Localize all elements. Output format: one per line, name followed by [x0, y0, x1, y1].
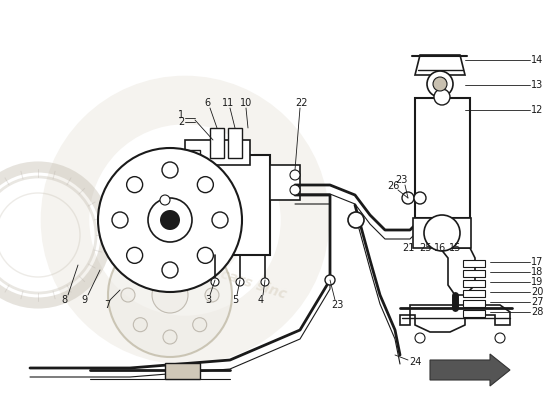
Text: 1: 1 [178, 110, 184, 120]
Text: 7: 7 [104, 300, 110, 310]
Bar [419, 102, 466, 214]
Bar [463, 270, 485, 277]
Circle shape [434, 89, 450, 105]
Text: 21: 21 [402, 243, 414, 253]
Circle shape [415, 333, 425, 343]
Circle shape [163, 246, 177, 260]
Circle shape [433, 77, 447, 91]
Text: 28: 28 [531, 307, 543, 317]
Circle shape [133, 258, 147, 272]
Circle shape [160, 210, 180, 230]
Polygon shape [185, 140, 250, 165]
Circle shape [261, 278, 269, 286]
Bar [210, 128, 224, 158]
Text: 16: 16 [434, 243, 446, 253]
Polygon shape [415, 55, 465, 75]
Text: 15: 15 [449, 243, 461, 253]
Circle shape [108, 233, 232, 357]
Circle shape [197, 177, 213, 193]
Circle shape [192, 258, 207, 272]
Circle shape [414, 192, 426, 204]
Text: 4: 4 [258, 295, 264, 305]
Polygon shape [400, 305, 510, 332]
Circle shape [211, 278, 219, 286]
Circle shape [495, 333, 505, 343]
Text: 8: 8 [61, 295, 67, 305]
Text: 2: 2 [178, 117, 184, 127]
Circle shape [162, 162, 178, 178]
Polygon shape [270, 165, 300, 200]
Circle shape [197, 247, 213, 263]
Text: 14: 14 [531, 55, 543, 65]
Text: 24: 24 [409, 357, 421, 367]
Circle shape [126, 177, 142, 193]
Circle shape [163, 330, 177, 344]
Bar [463, 290, 485, 297]
Bar [165, 363, 200, 379]
Bar [413, 218, 471, 248]
Circle shape [98, 148, 242, 292]
Polygon shape [440, 248, 475, 295]
Text: 12: 12 [531, 105, 543, 115]
Text: 27: 27 [531, 297, 543, 307]
Polygon shape [155, 150, 200, 168]
Circle shape [121, 288, 135, 302]
Circle shape [290, 185, 300, 195]
Text: 10: 10 [240, 98, 252, 108]
Circle shape [348, 212, 364, 228]
Text: 23: 23 [331, 300, 343, 310]
Circle shape [290, 170, 300, 180]
Text: 11: 11 [222, 98, 234, 108]
Circle shape [325, 275, 335, 285]
Circle shape [112, 212, 128, 228]
Circle shape [205, 288, 219, 302]
Text: 17: 17 [531, 257, 543, 267]
Circle shape [152, 277, 188, 313]
Text: 22: 22 [296, 98, 308, 108]
Bar [463, 280, 485, 287]
Bar [228, 128, 242, 158]
Text: 6: 6 [204, 98, 210, 108]
Polygon shape [430, 354, 510, 386]
Circle shape [402, 192, 414, 204]
Circle shape [126, 247, 142, 263]
Bar [463, 300, 485, 307]
Text: 20: 20 [531, 287, 543, 297]
Text: 13: 13 [531, 80, 543, 90]
Text: 5: 5 [232, 295, 238, 305]
Circle shape [192, 318, 207, 332]
Text: 3: 3 [205, 295, 211, 305]
Circle shape [424, 215, 460, 251]
Circle shape [162, 262, 178, 278]
Bar [415, 98, 470, 218]
Circle shape [160, 195, 170, 205]
Text: 25: 25 [419, 243, 431, 253]
Bar [463, 260, 485, 267]
Circle shape [427, 71, 453, 97]
Text: 26: 26 [387, 181, 399, 191]
Bar [463, 310, 485, 317]
Circle shape [212, 212, 228, 228]
Circle shape [148, 198, 192, 242]
Text: passion for cars sinc: passion for cars sinc [131, 238, 289, 302]
Text: 18: 18 [531, 267, 543, 277]
Polygon shape [200, 155, 270, 255]
Circle shape [133, 318, 147, 332]
Text: 19: 19 [531, 277, 543, 287]
Text: 23: 23 [395, 175, 407, 185]
Circle shape [236, 278, 244, 286]
Text: 9: 9 [81, 295, 87, 305]
